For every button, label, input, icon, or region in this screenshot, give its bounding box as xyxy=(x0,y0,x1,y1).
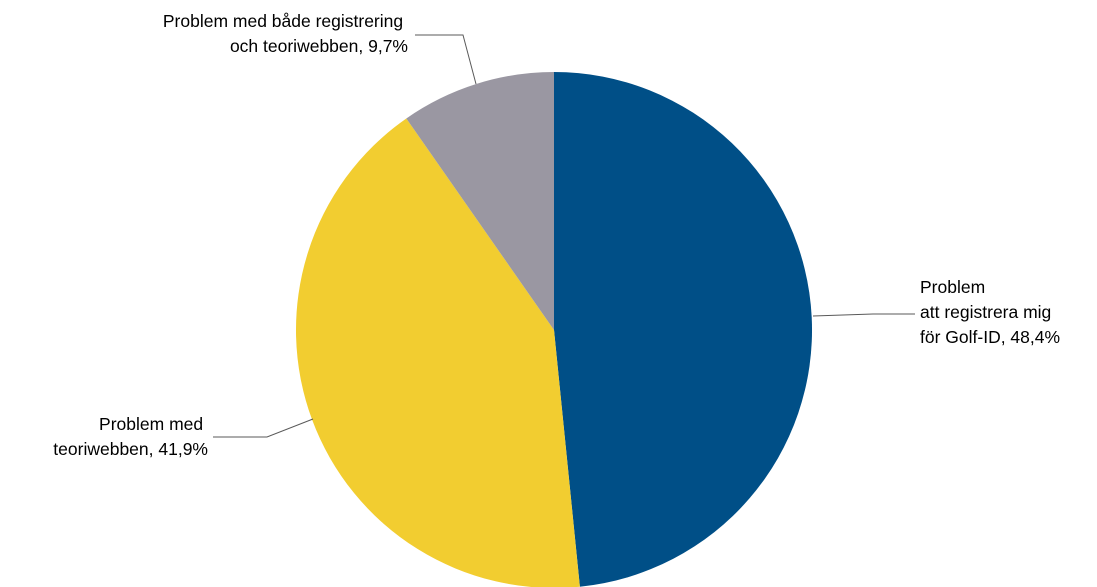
slice-label-3-line-2: och teoriwebben, 9,7% xyxy=(230,36,408,56)
leader-lines xyxy=(213,34,915,438)
slice-label-1-line-3: för Golf-ID, 48,4% xyxy=(920,327,1060,347)
slice-label-2-line-2: teoriwebben, 41,9% xyxy=(53,439,208,459)
pie-slice-1 xyxy=(554,71,813,587)
leader-line-slice-2 xyxy=(213,418,314,438)
pie-slices xyxy=(296,71,813,587)
slice-label-3-line-1: Problem med både registrering xyxy=(163,11,403,31)
leader-line-slice-1 xyxy=(812,313,915,317)
slice-label-3: Problem med både registrering och teoriw… xyxy=(163,11,408,56)
leader-line-slice-3 xyxy=(415,34,477,85)
slice-label-1-line-1: Problem xyxy=(920,277,985,297)
slice-label-2: Problem med teoriwebben, 41,9% xyxy=(53,414,208,459)
slice-label-2-line-1: Problem med xyxy=(99,414,203,434)
pie-slice-2 xyxy=(296,118,580,587)
slice-label-1: Problem att registrera mig för Golf-ID, … xyxy=(920,277,1060,347)
pie-slice-3 xyxy=(406,72,554,330)
slice-label-1-line-2: att registrera mig xyxy=(920,302,1051,322)
